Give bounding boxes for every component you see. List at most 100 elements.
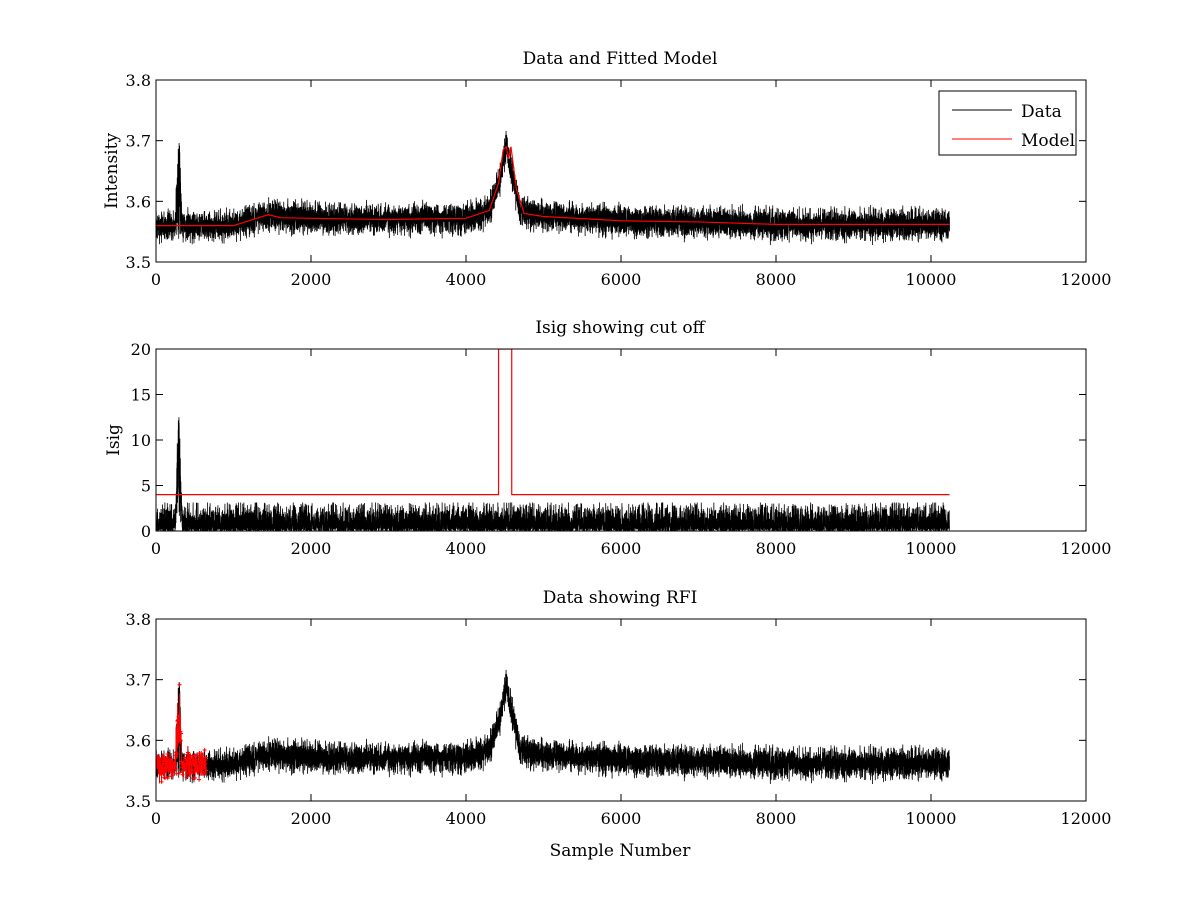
- x-tick-label: 0: [151, 539, 161, 558]
- legend-label-data: Data: [1021, 102, 1062, 122]
- legend: Data Model: [938, 90, 1077, 156]
- rfi-point: [193, 776, 198, 781]
- rfi-point: [164, 757, 169, 762]
- y-tick-label: 3.6: [126, 731, 151, 750]
- rfi-point: [174, 771, 179, 776]
- rfi-point: [180, 772, 185, 777]
- rfi-point: [162, 775, 167, 780]
- rfi-point: [165, 761, 170, 766]
- y-tick-label: 20: [131, 340, 151, 359]
- rfi-point: [171, 773, 176, 778]
- x-tick-label: 4000: [446, 539, 487, 558]
- y-tick-label: 3.7: [126, 671, 151, 690]
- rfi-point: [202, 771, 207, 776]
- rfi-point: [160, 753, 165, 758]
- series-line-data: [156, 669, 950, 785]
- panel-data-rfi: Data showing RFI 0 2000 4000 6000 8000 10000 1…: [126, 588, 1112, 861]
- rfi-point: [171, 769, 176, 774]
- x-tick-label: 4000: [446, 270, 487, 289]
- y-tick-label: 3.5: [126, 253, 151, 272]
- y-tick-label: 3.8: [126, 71, 151, 90]
- rfi-point: [161, 772, 166, 777]
- x-tick-label: 12000: [1061, 270, 1112, 289]
- x-tick-label: 2000: [291, 539, 332, 558]
- y-tick-label: 3.6: [126, 192, 151, 211]
- rfi-point: [163, 765, 168, 770]
- rfi-point: [198, 753, 203, 758]
- series-line-model: [156, 145, 950, 227]
- rfi-point: [178, 738, 183, 743]
- x-tick-label: 6000: [601, 270, 642, 289]
- y-axis-label: Intensity: [102, 133, 122, 209]
- x-tick-label: 12000: [1061, 539, 1112, 558]
- rfi-point: [194, 757, 199, 762]
- y-tick-label: 5: [141, 477, 151, 496]
- series-line-isig: [156, 417, 950, 531]
- chart-title: Data showing RFI: [543, 588, 698, 608]
- x-tick-label: 2000: [291, 270, 332, 289]
- tick-layer: 0 2000 4000 6000 8000 10000 12000 3.5 3.6 3.7 3.8: [126, 610, 1112, 828]
- y-axis-label: Isig: [104, 424, 124, 456]
- panel-isig-cut-off: Isig showing cut off Isig 0 2000 4000 6000 8…: [104, 318, 1111, 558]
- rfi-point: [160, 755, 165, 760]
- rfi-point: [199, 750, 204, 755]
- series-layer: [156, 669, 950, 785]
- rfi-point: [204, 768, 209, 773]
- x-tick-label: 10000: [906, 270, 957, 289]
- rfi-point: [163, 769, 168, 774]
- rfi-point: [184, 775, 189, 780]
- rfi-markers: [156, 682, 209, 784]
- rfi-point: [174, 754, 179, 759]
- rfi-point: [178, 729, 183, 734]
- x-tick-label: 8000: [756, 809, 797, 828]
- rfi-point: [200, 766, 205, 771]
- rfi-point: [190, 771, 195, 776]
- x-tick-label: 0: [151, 270, 161, 289]
- series-line-cutoff: [156, 349, 950, 496]
- y-tick-label: 0: [141, 522, 151, 541]
- series-clip: [156, 669, 950, 785]
- rfi-point: [176, 714, 181, 719]
- rfi-point: [159, 779, 164, 784]
- rfi-point: [177, 682, 182, 687]
- rfi-point: [184, 758, 189, 763]
- y-tick-label: 10: [131, 431, 151, 450]
- rfi-point: [165, 751, 170, 756]
- tick-layer: 0 2000 4000 6000 8000 10000 12000 3.5 3.6 3.7 3.8: [126, 71, 1112, 289]
- x-tick-label: 2000: [291, 809, 332, 828]
- rfi-point: [179, 731, 184, 736]
- series-layer: [156, 130, 950, 246]
- rfi-point: [189, 767, 194, 772]
- x-tick-label: 10000: [906, 809, 957, 828]
- tick-layer: 0 2000 4000 6000 8000 10000 12000 0 5 10 15 20: [131, 340, 1112, 558]
- rfi-point: [184, 765, 189, 770]
- series-line-data: [156, 130, 950, 246]
- rfi-point: [198, 767, 203, 772]
- rfi-point: [159, 764, 164, 769]
- panel-data-fitted-model: Data and Fitted Model Intensity 0 2000 400…: [102, 49, 1111, 289]
- rfi-point: [203, 761, 208, 766]
- legend-label-model: Model: [1021, 131, 1075, 151]
- rfi-point: [202, 747, 207, 752]
- x-tick-label: 4000: [446, 809, 487, 828]
- x-tick-label: 8000: [756, 270, 797, 289]
- rfi-point: [192, 753, 197, 758]
- y-tick-label: 3.8: [126, 610, 151, 629]
- x-tick-label: 6000: [601, 539, 642, 558]
- rfi-point: [186, 750, 191, 755]
- rfi-point: [197, 777, 202, 782]
- rfi-point: [199, 760, 204, 765]
- x-tick-label: 10000: [906, 539, 957, 558]
- rfi-point: [173, 766, 178, 771]
- x-tick-label: 6000: [601, 809, 642, 828]
- rfi-point: [165, 776, 170, 781]
- rfi-point: [200, 753, 205, 758]
- series-clip: [156, 349, 950, 531]
- plot-frame: [155, 348, 1087, 532]
- series-layer: [156, 349, 950, 531]
- rfi-point: [158, 771, 163, 776]
- series-clip: [156, 130, 950, 246]
- y-tick-label: 15: [131, 386, 151, 405]
- chart-title: Data and Fitted Model: [523, 49, 718, 69]
